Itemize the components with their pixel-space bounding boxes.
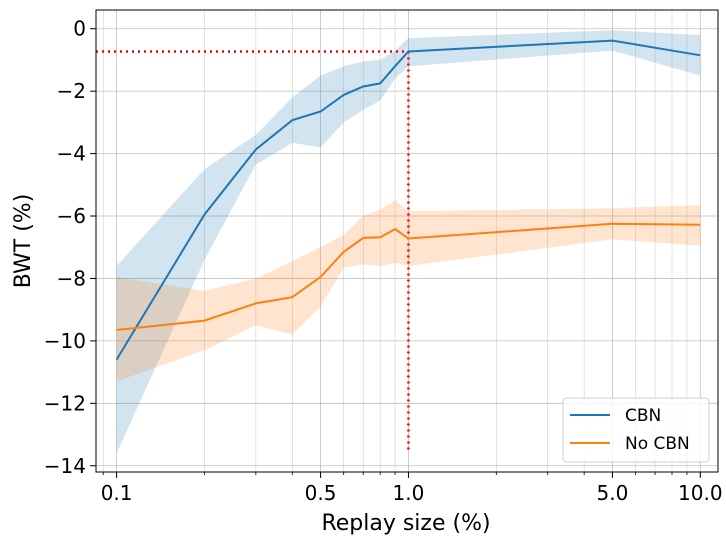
plot-frame <box>95 9 719 473</box>
y-tick-label: −8 <box>57 266 86 290</box>
legend: CBN No CBN <box>562 397 710 463</box>
x-tick-label: 1.0 <box>393 481 425 505</box>
x-tick-label: 10.0 <box>678 481 723 505</box>
legend-label-no-cbn: No CBN <box>625 434 690 454</box>
y-tick-label: −14 <box>44 454 86 478</box>
axis-ticks: 0.1 0.5 1.0 5.0 10.0 0 −2 −4 −6 −8 −10 −12 −14 <box>44 17 723 505</box>
x-axis-label: Replay size (%) <box>321 511 490 536</box>
y-tick-label: 0 <box>73 17 86 41</box>
x-tick-label: 5.0 <box>597 481 629 505</box>
y-axis-label: BWT (%) <box>11 194 36 289</box>
y-tick-label: −2 <box>57 79 86 103</box>
line-cbn <box>115 39 701 361</box>
reference-lines <box>96 50 410 454</box>
band-no-cbn <box>116 200 701 382</box>
band-cbn <box>116 30 701 454</box>
y-tick-label: −6 <box>57 204 86 228</box>
y-tick-label: −12 <box>44 391 86 415</box>
x-tick-label: 0.5 <box>305 481 337 505</box>
series-lines <box>115 39 701 361</box>
confidence-bands <box>116 30 701 454</box>
y-tick-label: −10 <box>44 329 86 353</box>
y-tick-label: −4 <box>57 142 86 166</box>
line-no-cbn <box>116 222 701 331</box>
x-tick-label: 0.1 <box>101 481 133 505</box>
legend-label-cbn: CBN <box>625 406 661 426</box>
